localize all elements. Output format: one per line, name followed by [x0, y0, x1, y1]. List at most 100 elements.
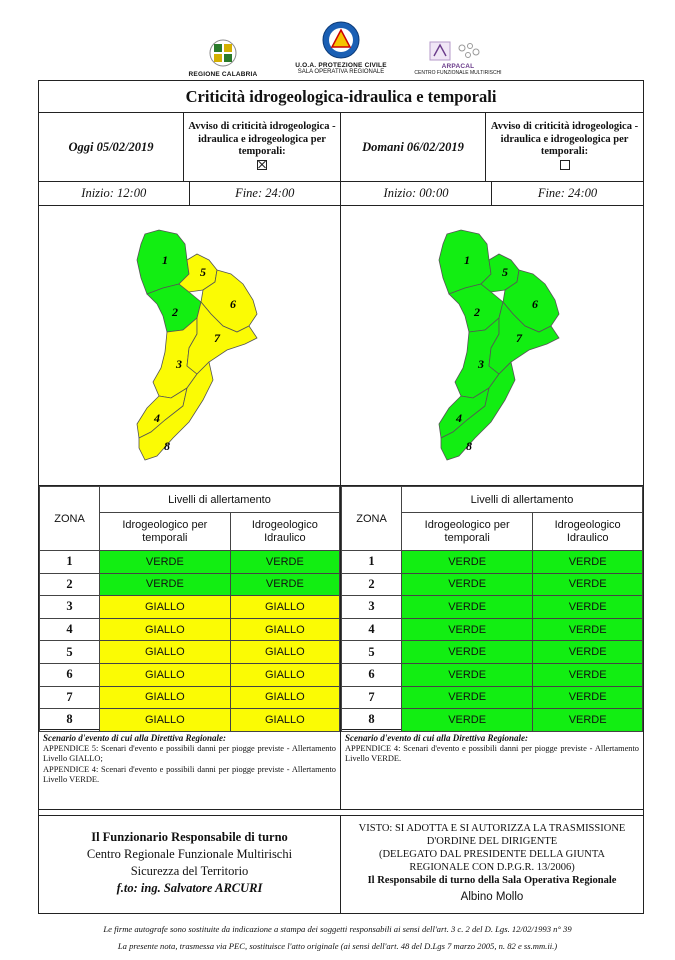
zone-8-area	[440, 361, 516, 461]
zona-header: ZONA	[341, 486, 402, 551]
zone-8-area	[138, 361, 214, 461]
level-temporali: VERDE	[400, 550, 534, 574]
legal-note-2: La presente nota, trasmessa via PEC, sos…	[117, 941, 558, 951]
alert-tables: ZONA Livelli di allertamento Idrogeologi…	[39, 486, 643, 732]
today-avviso: Avviso di criticità idrogeologica - idra…	[184, 113, 340, 181]
level-temporali: VERDE	[99, 550, 231, 574]
table-row: 6 VERDE VERDE	[341, 662, 643, 687]
zona-header: ZONA	[39, 486, 100, 551]
footer-right-line3: (DELEGATO DAL PRESIDENTE DELLA GIUNTA	[378, 849, 606, 860]
level-idraulico: GIALLO	[229, 617, 341, 642]
zone-label: 1	[464, 253, 470, 267]
zone-number: 2	[39, 572, 100, 597]
scenario-row: Scenario d'evento di cui alla Direttiva …	[39, 730, 643, 810]
table-row: 2 VERDE VERDE	[341, 572, 643, 597]
level-idraulico: VERDE	[532, 685, 643, 710]
level-idraulico: VERDE	[532, 550, 643, 574]
protezione-civile-logo: U.O.A. PROTEZIONE CIVILE SALA OPERATIVA …	[288, 20, 394, 75]
zone-label: 5	[502, 265, 508, 279]
footer-left-line4: f.to: ing. Salvatore ARCURI	[116, 881, 263, 895]
footer-left-line3: Sicurezza del Territorio	[130, 864, 249, 878]
zone-number: 6	[341, 662, 402, 687]
table-row: 1 VERDE VERDE	[39, 550, 341, 574]
table-row: 2 VERDE VERDE	[39, 572, 341, 597]
footer-right-line6: Albino Mollo	[460, 891, 524, 903]
tomorrow-table-wrap: ZONA Livelli di allertamento Idrogeologi…	[341, 486, 643, 732]
today-avviso-text: Avviso di criticità idrogeologica - idra…	[188, 121, 336, 157]
bulletin-frame: Criticità idrogeologica-idraulica e temp…	[38, 80, 644, 914]
zone-label: 1	[162, 253, 168, 267]
tomorrow-date: Domani 06/02/2019	[341, 113, 486, 181]
today-date-half: Oggi 05/02/2019 Avviso di criticità idro…	[39, 113, 341, 181]
level-idraulico: VERDE	[229, 572, 341, 597]
level-temporali: VERDE	[400, 572, 534, 597]
tomorrow-scenario-title: Scenario d'evento di cui alla Direttiva …	[345, 733, 528, 743]
level-temporali: VERDE	[99, 572, 231, 597]
logo-left-caption: REGIONE CALABRIA	[188, 71, 258, 78]
legal-note-1: Le firme autografe sono sostituite da in…	[103, 924, 572, 934]
col-idraulico-header: Idrogeologico Idraulico	[532, 512, 643, 551]
level-temporali: VERDE	[400, 595, 534, 619]
signature-right: VISTO: SI ADOTTA E SI AUTORIZZA LA TRASM…	[341, 816, 643, 913]
table-row: 3 VERDE VERDE	[341, 595, 643, 619]
today-end: Fine: 24:00	[235, 186, 295, 200]
level-temporali: GIALLO	[99, 617, 231, 642]
today-table-wrap: ZONA Livelli di allertamento Idrogeologi…	[39, 486, 341, 732]
zone-label: 8	[466, 439, 472, 453]
col-temporali-header: Idrogeologico per temporali	[400, 512, 534, 551]
footer-right-line5: Il Responsabile di turno della Sala Oper…	[367, 875, 617, 886]
level-temporali: VERDE	[400, 640, 534, 664]
arpacal-emblem-icon	[429, 41, 480, 61]
tomorrow-scenario-line: APPENDICE 4: Scenari d'evento e possibil…	[345, 743, 639, 764]
table-row: 6 GIALLO GIALLO	[39, 662, 341, 687]
level-idraulico: GIALLO	[229, 708, 341, 732]
zone-number: 8	[39, 708, 100, 732]
table-row: 5 GIALLO GIALLO	[39, 640, 341, 664]
signature-left: Il Funzionario Responsabile di turno Cen…	[39, 816, 341, 913]
level-idraulico: GIALLO	[229, 662, 341, 687]
level-idraulico: VERDE	[532, 708, 643, 732]
today-table-body: 1 VERDE VERDE 2 VERDE VERDE 3 GIALLO GIALLO 4 GIAL…	[39, 550, 341, 732]
footer-left-line2: Centro Regionale Funzionale Multirischi	[86, 847, 293, 861]
level-idraulico: VERDE	[532, 572, 643, 597]
zone-number: 7	[39, 685, 100, 710]
footer-left-line1: Il Funzionario Responsabile di turno	[91, 830, 288, 844]
col-idraulico-header: Idrogeologico Idraulico	[229, 512, 341, 551]
tomorrow-table-body: 1 VERDE VERDE 2 VERDE VERDE 3 VERDE VERDE 4 VERDE V…	[341, 550, 643, 732]
tomorrow-map: 1 2 3 4 5 6 7 8	[341, 206, 643, 485]
zone-number: 2	[341, 572, 402, 597]
table-row: 8 VERDE VERDE	[341, 708, 643, 732]
today-time-half: Inizio: 12:00 Fine: 24:00	[39, 182, 341, 205]
logo-center-sub: SALA OPERATIVA REGIONALE	[297, 69, 385, 75]
zone-number: 4	[39, 617, 100, 642]
table-row: 7 GIALLO GIALLO	[39, 685, 341, 710]
today-avviso-checkbox	[257, 159, 267, 170]
livelli-header: Livelli di allertamento	[99, 486, 340, 513]
zone-number: 3	[341, 595, 402, 619]
map-row: 1 2 3 4 5 6 7 8 1 2 3 4 5 6 7 8	[39, 206, 643, 486]
zone-number: 7	[341, 685, 402, 710]
level-idraulico: VERDE	[532, 662, 643, 687]
tomorrow-end: Fine: 24:00	[537, 186, 598, 200]
level-temporali: GIALLO	[99, 685, 231, 710]
bulletin-title: Criticità idrogeologica-idraulica e temp…	[39, 81, 643, 113]
zone-number: 4	[341, 617, 402, 642]
tomorrow-avviso-checkbox	[559, 159, 570, 170]
zone-number: 6	[39, 662, 100, 687]
logo-right-caption: ARPACAL	[441, 63, 475, 70]
today-map: 1 2 3 4 5 6 7 8	[39, 206, 341, 485]
zone-7-area	[186, 301, 258, 375]
today-calabria-map: 1 2 3 4 5 6 7 8	[136, 229, 258, 461]
regione-calabria-logo: REGIONE CALABRIA	[183, 38, 263, 78]
zone-7-area	[488, 301, 560, 375]
table-row: 7 VERDE VERDE	[341, 685, 643, 710]
footer-right-line2: D'ORDINE DEL DIRIGENTE	[426, 836, 558, 847]
date-row: Oggi 05/02/2019 Avviso di criticità idro…	[39, 113, 643, 182]
level-temporali: VERDE	[400, 662, 534, 687]
col-temporali-header: Idrogeologico per temporali	[99, 512, 231, 551]
zone-label: 2	[473, 305, 480, 319]
table-row: 4 VERDE VERDE	[341, 617, 643, 642]
level-idraulico: VERDE	[532, 617, 643, 642]
logo-center-caption: U.O.A. PROTEZIONE CIVILE	[295, 62, 387, 69]
tomorrow-calabria-map: 1 2 3 4 5 6 7 8	[438, 229, 560, 461]
